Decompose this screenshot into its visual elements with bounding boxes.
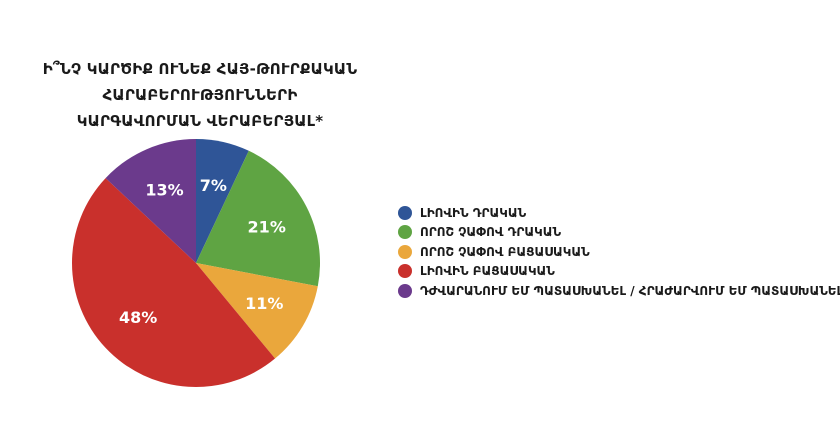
pie-slice bbox=[105, 139, 196, 263]
legend-swatch bbox=[398, 244, 412, 259]
legend-item: Որոշ չափով դրական bbox=[398, 223, 840, 243]
legend-label: Որոշ չափով բացասական bbox=[420, 244, 590, 259]
pie-slice-labels: 7% 21% 11% 48% 13% bbox=[119, 176, 286, 327]
legend-label: Որոշ չափով դրական bbox=[420, 225, 562, 240]
legend: Լիովին դրական Որոշ չափով դրական Որոշ չափով… bbox=[398, 203, 840, 301]
legend-swatch bbox=[398, 283, 412, 298]
pie-slice bbox=[196, 150, 321, 287]
slice-value-label: 21% bbox=[248, 217, 286, 236]
pie-slice bbox=[72, 178, 276, 387]
legend-label: Լիովին բացասական bbox=[420, 264, 555, 279]
legend-label: Դժվարանում եմ պատասխանել / Հրաժարվում եմ… bbox=[420, 283, 840, 298]
slice-value-label: 13% bbox=[145, 181, 183, 200]
legend-label: Լիովին դրական bbox=[420, 205, 527, 220]
pie-slices bbox=[72, 139, 321, 387]
legend-item: Դժվարանում եմ պատասխանել / Հրաժարվում եմ… bbox=[398, 281, 840, 301]
legend-item: Որոշ չափով բացասական bbox=[398, 242, 840, 262]
legend-swatch bbox=[398, 205, 412, 220]
legend-item: Լիովին դրական bbox=[398, 203, 840, 223]
legend-swatch bbox=[398, 264, 412, 279]
slice-value-label: 48% bbox=[119, 308, 157, 327]
slice-value-label: 11% bbox=[245, 294, 283, 313]
pie-slice bbox=[196, 263, 318, 359]
legend-swatch bbox=[398, 225, 412, 240]
pie-slice bbox=[196, 139, 249, 263]
legend-item: Լիովին բացասական bbox=[398, 262, 840, 282]
chart-title: Ի՞նչ կարծիք ունեք հայ-թուրքական հարաբերո… bbox=[42, 60, 358, 130]
slice-value-label: 7% bbox=[200, 176, 227, 195]
